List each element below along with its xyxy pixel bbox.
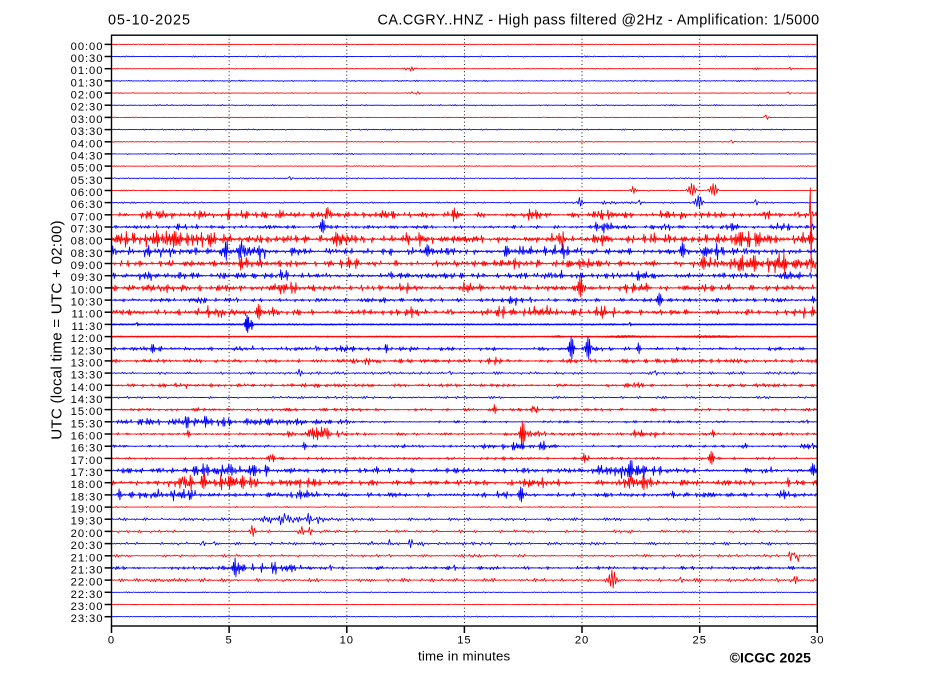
svg-text:UTC (local time = UTC + 02:00): UTC (local time = UTC + 02:00)	[49, 220, 66, 440]
svg-text:05:00: 05:00	[71, 163, 104, 175]
svg-text:time in minutes: time in minutes	[418, 649, 511, 664]
svg-text:10: 10	[340, 634, 354, 646]
svg-text:09:30: 09:30	[71, 272, 104, 284]
svg-text:14:00: 14:00	[71, 382, 104, 394]
svg-text:01:00: 01:00	[71, 65, 104, 77]
svg-text:08:30: 08:30	[71, 248, 104, 260]
svg-text:23:30: 23:30	[71, 613, 104, 625]
svg-text:19:00: 19:00	[71, 504, 104, 516]
svg-text:15: 15	[457, 634, 471, 646]
svg-text:06:30: 06:30	[71, 199, 104, 211]
svg-text:22:30: 22:30	[71, 589, 104, 601]
svg-text:22:00: 22:00	[71, 577, 104, 589]
svg-text:07:30: 07:30	[71, 224, 104, 236]
svg-text:12:00: 12:00	[71, 333, 104, 345]
svg-text:13:00: 13:00	[71, 357, 104, 369]
svg-text:07:00: 07:00	[71, 211, 104, 223]
svg-text:17:00: 17:00	[71, 455, 104, 467]
svg-text:01:30: 01:30	[71, 77, 104, 89]
svg-text:12:30: 12:30	[71, 345, 104, 357]
svg-text:21:00: 21:00	[71, 552, 104, 564]
svg-text:03:30: 03:30	[71, 126, 104, 138]
svg-text:5: 5	[226, 634, 233, 646]
svg-text:19:30: 19:30	[71, 516, 104, 528]
svg-text:21:30: 21:30	[71, 564, 104, 576]
svg-text:23:00: 23:00	[71, 601, 104, 613]
svg-text:14:30: 14:30	[71, 394, 104, 406]
svg-text:04:30: 04:30	[71, 150, 104, 162]
svg-text:05-10-2025: 05-10-2025	[108, 13, 191, 29]
svg-text:16:30: 16:30	[71, 443, 104, 455]
svg-text:18:00: 18:00	[71, 479, 104, 491]
svg-text:00:00: 00:00	[71, 41, 104, 53]
svg-text:02:00: 02:00	[71, 90, 104, 102]
svg-text:©ICGC 2025: ©ICGC 2025	[730, 650, 811, 666]
svg-text:06:00: 06:00	[71, 187, 104, 199]
svg-text:08:00: 08:00	[71, 236, 104, 248]
svg-text:25: 25	[693, 634, 707, 646]
svg-text:20: 20	[575, 634, 589, 646]
svg-text:00:30: 00:30	[71, 53, 104, 65]
svg-text:11:00: 11:00	[71, 309, 103, 321]
svg-text:09:00: 09:00	[71, 260, 104, 272]
svg-text:CA.CGRY..HNZ - High pass filte: CA.CGRY..HNZ - High pass filtered @2Hz -…	[378, 13, 820, 29]
svg-text:11:30: 11:30	[71, 321, 103, 333]
svg-text:17:30: 17:30	[71, 467, 104, 479]
svg-text:30: 30	[810, 634, 824, 646]
svg-text:15:00: 15:00	[71, 406, 104, 418]
svg-text:16:00: 16:00	[71, 431, 104, 443]
svg-text:10:00: 10:00	[71, 284, 104, 296]
svg-text:05:30: 05:30	[71, 175, 104, 187]
svg-text:03:00: 03:00	[71, 114, 104, 126]
svg-text:20:30: 20:30	[71, 540, 104, 552]
svg-text:13:30: 13:30	[71, 370, 104, 382]
svg-text:04:00: 04:00	[71, 138, 104, 150]
svg-text:20:00: 20:00	[71, 528, 104, 540]
svg-text:10:30: 10:30	[71, 297, 104, 309]
svg-text:15:30: 15:30	[71, 418, 104, 430]
svg-text:02:30: 02:30	[71, 102, 104, 114]
svg-text:18:30: 18:30	[71, 491, 104, 503]
svg-text:0: 0	[108, 634, 115, 646]
